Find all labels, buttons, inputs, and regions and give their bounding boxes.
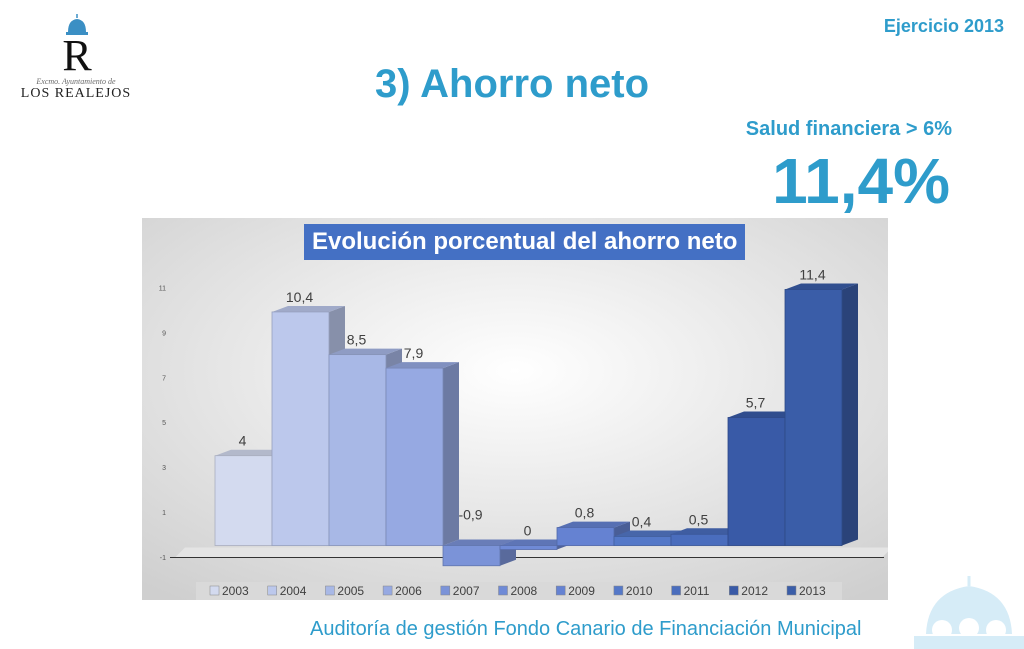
y-tick-label: -1	[160, 555, 166, 562]
bar	[215, 456, 272, 546]
y-tick-label: 5	[162, 420, 166, 427]
data-label: 11,4	[799, 266, 825, 282]
legend-label: 2008	[511, 584, 538, 598]
data-label: 0,8	[575, 505, 595, 521]
y-tick-label: 3	[162, 465, 166, 472]
data-label: 7,9	[404, 345, 424, 361]
legend-label: 2006	[395, 584, 422, 598]
legend-label: 2010	[626, 584, 653, 598]
data-label: 8,5	[347, 332, 367, 348]
data-label: 0,4	[632, 514, 652, 530]
legend-label: 2007	[453, 584, 480, 598]
legend-swatch	[383, 586, 392, 595]
bar-side	[443, 362, 459, 545]
chart-title: Evolución porcentual del ahorro neto	[304, 224, 745, 260]
data-label: 0	[524, 523, 532, 539]
y-tick-label: 9	[162, 330, 166, 337]
y-tick-label: 7	[162, 375, 166, 382]
legend-label: 2012	[741, 584, 768, 598]
health-label: Salud financiera > 6%	[746, 118, 952, 141]
data-label: 5,7	[746, 395, 766, 411]
legend-label: 2005	[337, 584, 364, 598]
page-title: 3) Ahorro neto	[0, 62, 1024, 107]
bar	[614, 537, 671, 546]
data-label: 4	[239, 433, 247, 449]
bar	[329, 355, 386, 546]
data-label: 0,5	[689, 511, 709, 527]
chart-canvas: -1 1 3 5 7 9 11 4 10,4 8,5 7,9 -0,9 0 0,8 0,4 0,5 5,7 11,…	[142, 218, 888, 600]
legend-label: 2004	[280, 584, 307, 598]
y-tick-label: 1	[162, 510, 166, 517]
legend-swatch	[729, 586, 738, 595]
legend-label: 2011	[684, 584, 710, 598]
bar	[386, 368, 443, 545]
legend-label: 2013	[799, 584, 826, 598]
bar	[728, 418, 785, 546]
legend-swatch	[499, 586, 508, 595]
bar	[443, 546, 500, 566]
data-label: -0,9	[458, 507, 482, 523]
bar	[671, 534, 728, 545]
data-label: 10,4	[286, 289, 313, 305]
footer-text: Auditoría de gestión Fondo Canario de Fi…	[310, 618, 861, 641]
dome-watermark-icon	[914, 572, 1024, 649]
bar	[500, 546, 557, 550]
legend-label: 2003	[222, 584, 249, 598]
chart: -1 1 3 5 7 9 11 4 10,4 8,5 7,9 -0,9 0 0,8 0,4 0,5 5,7 11,…	[142, 218, 888, 600]
legend-swatch	[325, 586, 334, 595]
legend-swatch	[210, 586, 219, 595]
bar	[272, 312, 329, 546]
bar-side	[842, 283, 858, 545]
legend-swatch	[441, 586, 450, 595]
legend-label: 2009	[568, 584, 595, 598]
exercise-label: Ejercicio 2013	[884, 16, 1004, 37]
legend-swatch	[614, 586, 623, 595]
legend-swatch	[787, 586, 796, 595]
legend-swatch	[556, 586, 565, 595]
y-tick-label: 11	[159, 285, 166, 292]
legend-swatch	[268, 586, 277, 595]
big-percentage: 11,4%	[772, 146, 950, 216]
bar	[785, 289, 842, 545]
legend-swatch	[672, 586, 681, 595]
bar	[557, 528, 614, 546]
